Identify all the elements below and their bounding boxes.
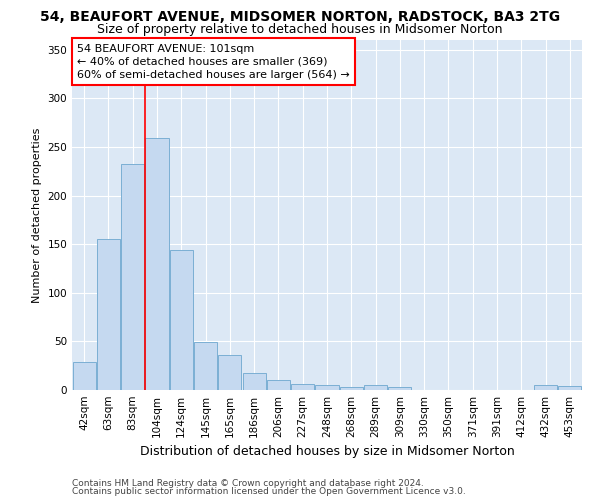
Bar — [170, 250, 193, 390]
Bar — [559, 386, 581, 390]
Text: Contains public sector information licensed under the Open Government Licence v3: Contains public sector information licen… — [72, 487, 466, 496]
Bar — [388, 387, 412, 390]
Bar — [194, 342, 217, 390]
Bar — [364, 385, 387, 390]
Bar — [218, 355, 241, 390]
Y-axis label: Number of detached properties: Number of detached properties — [32, 128, 42, 302]
Text: Size of property relative to detached houses in Midsomer Norton: Size of property relative to detached ho… — [97, 22, 503, 36]
Bar — [340, 387, 363, 390]
Text: 54 BEAUFORT AVENUE: 101sqm
← 40% of detached houses are smaller (369)
60% of sem: 54 BEAUFORT AVENUE: 101sqm ← 40% of deta… — [77, 44, 350, 80]
Bar — [145, 138, 169, 390]
Bar — [242, 374, 266, 390]
Bar — [121, 164, 144, 390]
Bar — [97, 240, 120, 390]
Text: 54, BEAUFORT AVENUE, MIDSOMER NORTON, RADSTOCK, BA3 2TG: 54, BEAUFORT AVENUE, MIDSOMER NORTON, RA… — [40, 10, 560, 24]
Text: Contains HM Land Registry data © Crown copyright and database right 2024.: Contains HM Land Registry data © Crown c… — [72, 478, 424, 488]
Bar — [267, 380, 290, 390]
Bar — [291, 384, 314, 390]
Bar — [316, 385, 338, 390]
Bar — [534, 385, 557, 390]
Bar — [73, 362, 95, 390]
X-axis label: Distribution of detached houses by size in Midsomer Norton: Distribution of detached houses by size … — [140, 446, 514, 458]
